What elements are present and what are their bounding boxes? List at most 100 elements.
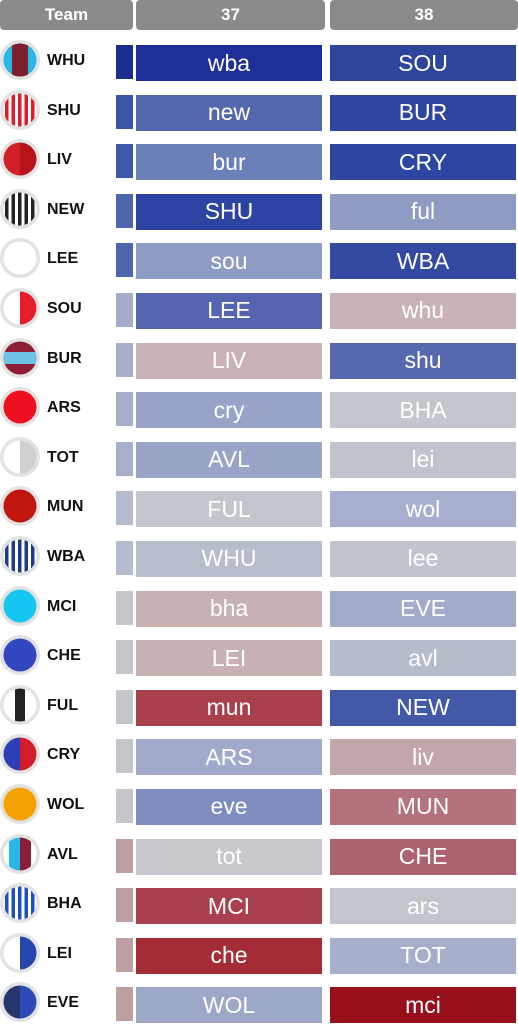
team-name[interactable]: CHE bbox=[47, 647, 81, 665]
fixture-cell-gw38[interactable]: whu bbox=[330, 292, 516, 329]
fixture-cell-gw37[interactable]: mun bbox=[136, 689, 322, 726]
fixture-cell-gw38[interactable]: mci bbox=[330, 987, 516, 1024]
fixture-cell-gw38[interactable]: ars bbox=[330, 888, 516, 925]
team-name[interactable]: LEE bbox=[47, 250, 79, 268]
fixture-cell-gw38[interactable]: NEW bbox=[330, 689, 516, 726]
team-row-sou: SOU LEE whu bbox=[0, 284, 518, 334]
team-strength-indicator bbox=[116, 888, 133, 923]
team-row-ars: ARS cry BHA bbox=[0, 383, 518, 433]
team-badge bbox=[0, 40, 40, 80]
fixture-cell-gw37[interactable]: tot bbox=[136, 838, 322, 875]
fixture-cell-gw38[interactable]: lee bbox=[330, 540, 516, 577]
fixture-cell-gw37[interactable]: LIV bbox=[136, 342, 322, 379]
team-row-bur: BUR LIV shu bbox=[0, 334, 518, 384]
fixture-cell-gw38[interactable]: WBA bbox=[330, 243, 516, 280]
fixture-cell-gw37[interactable]: che bbox=[136, 937, 322, 974]
fixture-cell-gw37[interactable]: ARS bbox=[136, 739, 322, 776]
fixture-cell-gw37[interactable]: WHU bbox=[136, 540, 322, 577]
team-name[interactable]: WBA bbox=[47, 547, 86, 565]
kit-icon bbox=[3, 886, 37, 920]
team-name[interactable]: CRY bbox=[47, 746, 81, 764]
fixture-cell-gw37[interactable]: bur bbox=[136, 144, 322, 181]
fixture-cell-gw37[interactable]: LEE bbox=[136, 292, 322, 329]
fixture-cell-gw37[interactable]: cry bbox=[136, 392, 322, 429]
team-badge bbox=[0, 535, 40, 576]
fixture-cell-gw37[interactable]: FUL bbox=[136, 491, 322, 528]
team-name[interactable]: SOU bbox=[47, 299, 82, 317]
team-strength-indicator bbox=[116, 491, 133, 526]
team-strength-indicator bbox=[116, 640, 133, 675]
kit-icon bbox=[3, 192, 37, 226]
team-badge bbox=[0, 883, 40, 924]
fixture-cell-gw37[interactable]: AVL bbox=[136, 441, 322, 478]
team-column-header[interactable]: Team bbox=[0, 0, 133, 30]
fixture-table: WHU wba SOU SHU new BUR LIV bur CRY NEW SHU ful LEE s… bbox=[0, 36, 518, 1028]
fixture-cell-gw38[interactable]: lei bbox=[330, 441, 516, 478]
team-name[interactable]: MCI bbox=[47, 597, 77, 615]
gameweek-37-header[interactable]: 37 bbox=[136, 0, 325, 30]
team-name[interactable]: EVE bbox=[47, 994, 80, 1012]
team-name[interactable]: AVL bbox=[47, 845, 78, 863]
team-name[interactable]: WOL bbox=[47, 795, 85, 813]
fixture-cell-gw38[interactable]: wol bbox=[330, 491, 516, 528]
kit-icon bbox=[3, 589, 37, 623]
team-name[interactable]: TOT bbox=[47, 448, 79, 466]
fixture-cell-gw37[interactable]: WOL bbox=[136, 987, 322, 1024]
team-strength-indicator bbox=[116, 441, 133, 476]
team-badge bbox=[0, 635, 40, 676]
team-strength-indicator bbox=[116, 45, 133, 79]
team-badge bbox=[0, 585, 40, 626]
fixture-cell-gw37[interactable]: eve bbox=[136, 788, 322, 825]
kit-icon bbox=[3, 737, 37, 771]
fixture-cell-gw38[interactable]: EVE bbox=[330, 590, 516, 627]
fixture-cell-gw38[interactable]: SOU bbox=[330, 45, 516, 81]
team-row-liv: LIV bur CRY bbox=[0, 135, 518, 185]
fixture-cell-gw37[interactable]: SHU bbox=[136, 193, 322, 230]
team-name[interactable]: BUR bbox=[47, 349, 82, 367]
team-name[interactable]: SHU bbox=[47, 101, 81, 119]
fixture-cell-gw37[interactable]: MCI bbox=[136, 888, 322, 925]
fixture-cell-gw37[interactable]: new bbox=[136, 94, 322, 131]
team-name[interactable]: LEI bbox=[47, 944, 72, 962]
fixture-cell-gw37[interactable]: sou bbox=[136, 243, 322, 280]
team-name[interactable]: BHA bbox=[47, 895, 82, 913]
team-badge bbox=[0, 89, 40, 130]
kit-icon bbox=[3, 440, 37, 474]
team-row-new: NEW SHU ful bbox=[0, 185, 518, 235]
team-strength-indicator bbox=[116, 788, 133, 823]
team-row-shu: SHU new BUR bbox=[0, 86, 518, 136]
team-strength-indicator bbox=[116, 937, 133, 972]
team-name[interactable]: FUL bbox=[47, 696, 79, 714]
fixture-cell-gw37[interactable]: wba bbox=[136, 45, 322, 81]
team-name[interactable]: LIV bbox=[47, 151, 72, 169]
fixture-cell-gw38[interactable]: avl bbox=[330, 640, 516, 677]
fixture-cell-gw38[interactable]: CRY bbox=[330, 144, 516, 181]
team-name[interactable]: WHU bbox=[47, 52, 86, 69]
gameweek-38-header[interactable]: 38 bbox=[330, 0, 518, 30]
team-badge bbox=[0, 486, 40, 527]
team-badge bbox=[0, 833, 40, 874]
kit-icon bbox=[3, 837, 37, 870]
fixture-cell-gw37[interactable]: LEI bbox=[136, 640, 322, 677]
kit-icon bbox=[3, 787, 37, 821]
team-name[interactable]: NEW bbox=[47, 200, 85, 218]
fixture-cell-gw38[interactable]: ful bbox=[330, 193, 516, 230]
team-badge bbox=[0, 139, 40, 180]
fixture-cell-gw38[interactable]: BHA bbox=[330, 392, 516, 429]
team-row-tot: TOT AVL lei bbox=[0, 433, 518, 483]
fixture-cell-gw38[interactable]: BUR bbox=[330, 94, 516, 131]
fixture-cell-gw38[interactable]: MUN bbox=[330, 788, 516, 825]
team-row-avl: AVL tot CHE bbox=[0, 830, 518, 880]
fixture-cell-gw38[interactable]: TOT bbox=[330, 937, 516, 974]
team-name[interactable]: ARS bbox=[47, 399, 81, 417]
team-name[interactable]: MUN bbox=[47, 498, 84, 516]
team-strength-indicator bbox=[116, 94, 133, 129]
team-row-mci: MCI bha EVE bbox=[0, 582, 518, 632]
fixture-cell-gw37[interactable]: bha bbox=[136, 590, 322, 627]
fixture-cell-gw38[interactable]: CHE bbox=[330, 838, 516, 875]
fixture-cell-gw38[interactable]: shu bbox=[330, 342, 516, 379]
fixture-cell-gw38[interactable]: liv bbox=[330, 739, 516, 776]
team-row-lei: LEI che TOT bbox=[0, 929, 518, 979]
kit-icon bbox=[3, 341, 37, 375]
team-badge bbox=[0, 734, 40, 775]
